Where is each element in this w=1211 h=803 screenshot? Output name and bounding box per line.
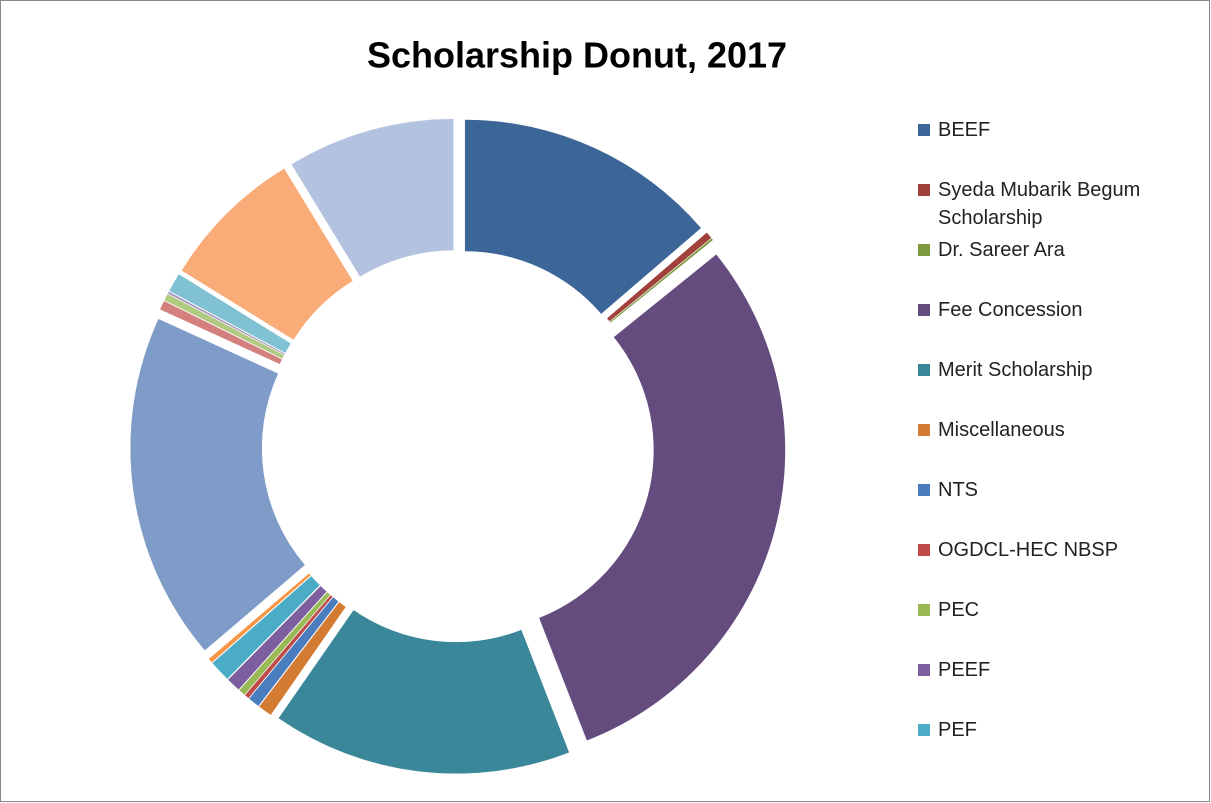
legend-swatch bbox=[918, 364, 930, 376]
donut-slice bbox=[606, 231, 712, 322]
donut-slice bbox=[238, 591, 331, 696]
legend-item: Fee Concession bbox=[918, 296, 1198, 356]
donut-slice bbox=[211, 575, 321, 680]
legend-item: NTS bbox=[918, 476, 1198, 536]
legend-item: Syeda Mubarik Begum Scholarship bbox=[918, 176, 1198, 236]
legend-label: Dr. Sareer Ara bbox=[938, 239, 1065, 261]
donut-slice bbox=[609, 237, 714, 324]
legend-swatch bbox=[918, 424, 930, 436]
donut-slice bbox=[159, 300, 283, 365]
donut bbox=[129, 118, 786, 775]
legend-item: PEF bbox=[918, 716, 1198, 776]
legend-swatch bbox=[918, 184, 930, 196]
legend-item: Miscellaneous bbox=[918, 416, 1198, 476]
legend-swatch bbox=[918, 484, 930, 496]
legend-swatch bbox=[918, 544, 930, 556]
donut-slice bbox=[168, 273, 292, 354]
legend-label: Merit Scholarship bbox=[938, 359, 1093, 381]
donut-slice bbox=[290, 118, 454, 278]
legend-item: Merit Scholarship bbox=[918, 356, 1198, 416]
legend-label: Miscellaneous bbox=[938, 419, 1065, 441]
donut-slice bbox=[538, 253, 786, 742]
legend-swatch bbox=[918, 124, 930, 136]
legend-label: BEEF bbox=[938, 119, 991, 141]
legend-swatch bbox=[918, 724, 930, 736]
legend-label: PEF bbox=[938, 719, 977, 741]
legend-label: OGDCL-HEC NBSP bbox=[938, 539, 1119, 561]
legend-item: BEEF bbox=[918, 116, 1198, 176]
legend-label: Fee Concession bbox=[938, 299, 1083, 321]
legend-swatch bbox=[918, 664, 930, 676]
legend: BEEF Syeda Mubarik Begum Scholarship Dr. S… bbox=[918, 116, 1198, 776]
donut-slice bbox=[227, 585, 328, 691]
legend-label: PEEF bbox=[938, 659, 991, 681]
legend-label: Syeda Mubarik Begum Scholarship bbox=[938, 179, 1141, 229]
donut-slice bbox=[258, 601, 347, 716]
legend-swatch bbox=[918, 604, 930, 616]
legend-swatch bbox=[918, 304, 930, 316]
legend-item: Dr. Sareer Ara bbox=[918, 236, 1198, 296]
donut-slice bbox=[277, 609, 570, 775]
donut-slice bbox=[248, 596, 339, 707]
legend-label: NTS bbox=[938, 479, 978, 501]
donut-slice bbox=[167, 291, 286, 356]
donut-slice bbox=[244, 594, 334, 699]
legend-label: PEC bbox=[938, 599, 980, 621]
chart-title: Scholarship Donut, 2017 bbox=[367, 35, 787, 76]
legend-item: PEEF bbox=[918, 656, 1198, 716]
donut-slice bbox=[180, 167, 354, 341]
donut-slice bbox=[129, 318, 306, 652]
donut-slice bbox=[163, 293, 285, 360]
donut-slice bbox=[464, 119, 702, 315]
donut-slice bbox=[208, 572, 312, 663]
legend-swatch bbox=[918, 244, 930, 256]
legend-item: OGDCL-HEC NBSP bbox=[918, 536, 1198, 596]
legend-item: PEC bbox=[918, 596, 1198, 656]
